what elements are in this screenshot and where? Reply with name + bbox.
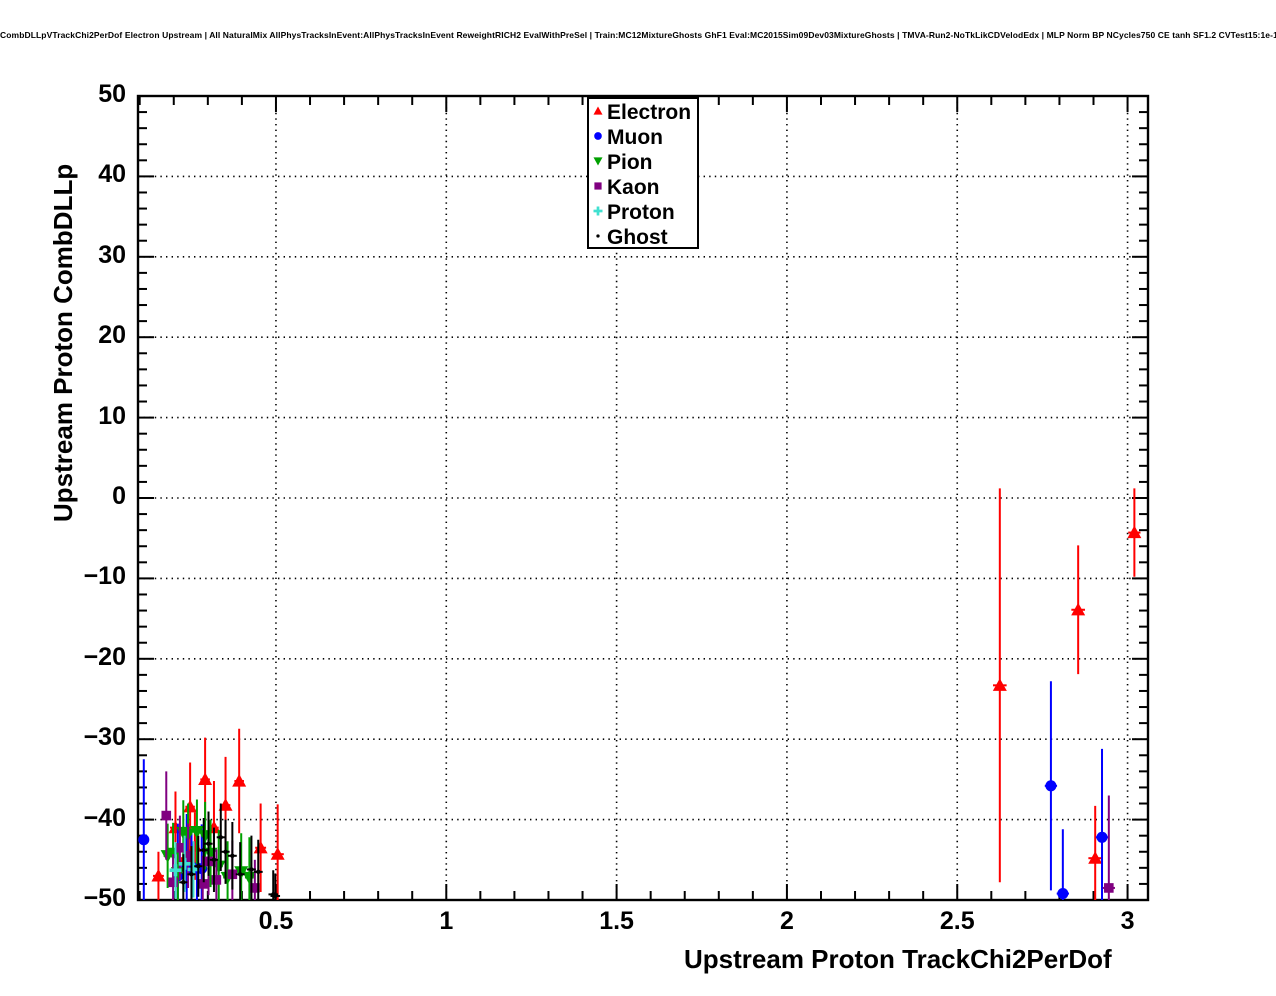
legend-label-kaon: Kaon xyxy=(607,176,660,199)
y-tick-label: −50 xyxy=(83,884,126,912)
y-tick-label: −30 xyxy=(83,723,126,752)
legend-label-electron: Electron xyxy=(607,101,691,124)
x-tick-label: 1.5 xyxy=(599,907,634,935)
y-tick-label: −20 xyxy=(83,642,126,671)
series-electron xyxy=(151,488,1142,900)
grid-lines xyxy=(138,96,1148,900)
x-tick-label: 0.5 xyxy=(258,907,294,935)
series-kaon xyxy=(161,771,1115,900)
plot-title: CombDLLpVTrackChi2PerDof Electron Upstre… xyxy=(0,30,1276,40)
axis-ticks xyxy=(138,95,1148,901)
x-tick-label: 2 xyxy=(779,907,794,935)
legend-marker-ghost xyxy=(596,234,600,238)
legend-label-ghost: Ghost xyxy=(607,226,668,249)
y-tick-label: 30 xyxy=(98,240,126,269)
y-tick-label: 50 xyxy=(98,80,126,108)
legend-marker-pion xyxy=(593,157,603,166)
legend-marker-electron xyxy=(593,106,603,115)
y-tick-label: −40 xyxy=(83,803,126,832)
x-tick-label: 1 xyxy=(439,907,454,935)
legend-label-pion: Pion xyxy=(607,151,653,174)
legend-label-muon: Muon xyxy=(607,126,663,149)
x-tick-label: 3 xyxy=(1120,907,1135,935)
series-ghost xyxy=(179,803,281,900)
plot-frame xyxy=(136,94,1150,902)
legend-label-proton: Proton xyxy=(607,201,675,224)
y-tick-label: 0 xyxy=(112,482,126,510)
x-tick-label: 2.5 xyxy=(939,907,975,935)
data-points xyxy=(138,488,1142,900)
legend-marker-kaon xyxy=(594,182,602,190)
x-axis-title: Upstream Proton TrackChi2PerDof xyxy=(684,944,1112,974)
y-tick-label: 40 xyxy=(98,160,126,189)
y-tick-label: 10 xyxy=(98,401,126,430)
legend-marker-muon xyxy=(594,132,602,140)
legend-marker-proton xyxy=(593,206,603,216)
y-tick-label: −10 xyxy=(83,562,126,591)
y-tick-label: 20 xyxy=(98,321,126,350)
